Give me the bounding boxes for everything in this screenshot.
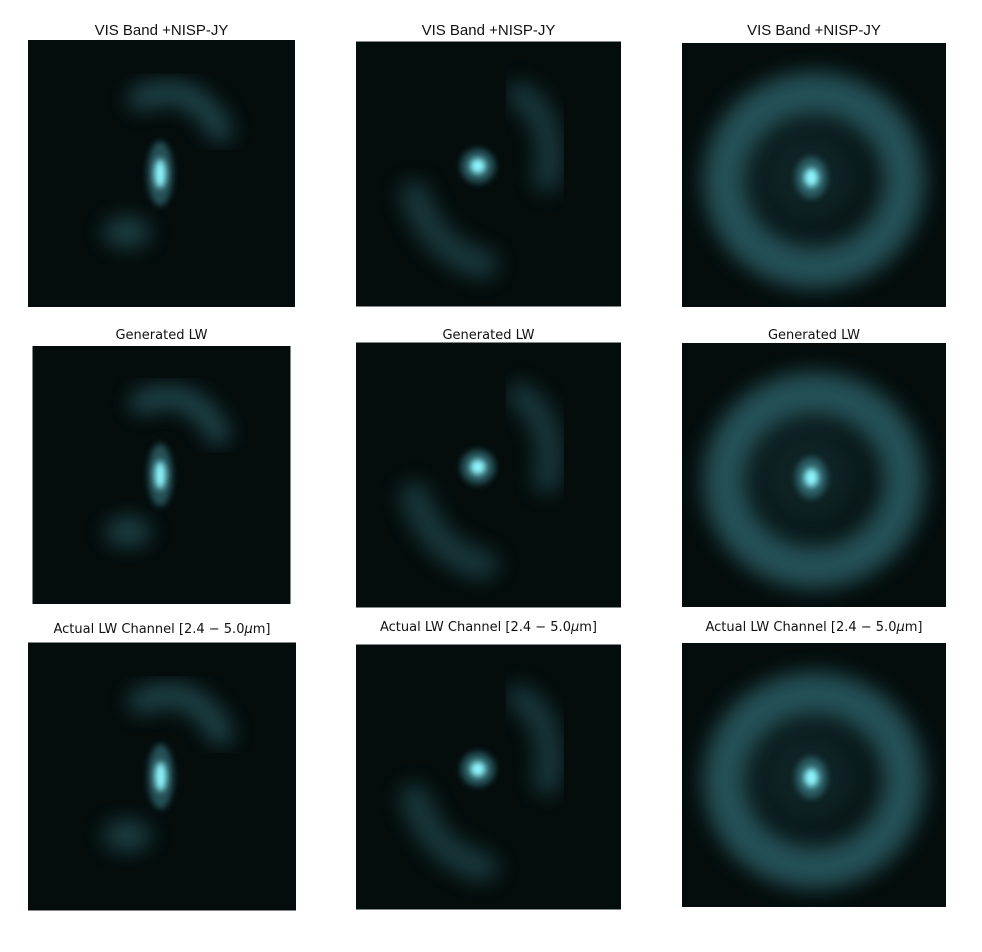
lens-image-arc-edge-on [28, 642, 296, 911]
panel-title: Actual LW Channel [2.4 − 5.0μm] [705, 620, 923, 635]
panel-title: VIS Band +NISP-JY [421, 22, 556, 39]
lens-image-einstein-ring [682, 643, 946, 907]
panel-title: VIS Band +NISP-JY [94, 22, 229, 39]
panel-title: Generated LW [115, 328, 208, 343]
panel-title: Actual LW Channel [2.4 − 5.0μm] [53, 622, 271, 637]
lens-image-einstein-ring [682, 343, 946, 607]
lens-image-einstein-ring [682, 43, 946, 307]
panel-title: VIS Band +NISP-JY [747, 22, 881, 39]
lens-image-arcs-point [356, 644, 621, 910]
lens-image-arcs-point [356, 342, 621, 608]
panel-title: Actual LW Channel [2.4 − 5.0μm] [379, 620, 597, 635]
panel-title: Generated LW [442, 328, 535, 343]
lens-image-arc-edge-on [32, 346, 291, 604]
panel-title: Generated LW [767, 328, 860, 343]
lens-image-arc-edge-on [28, 40, 295, 307]
lens-image-arcs-point [356, 41, 621, 307]
